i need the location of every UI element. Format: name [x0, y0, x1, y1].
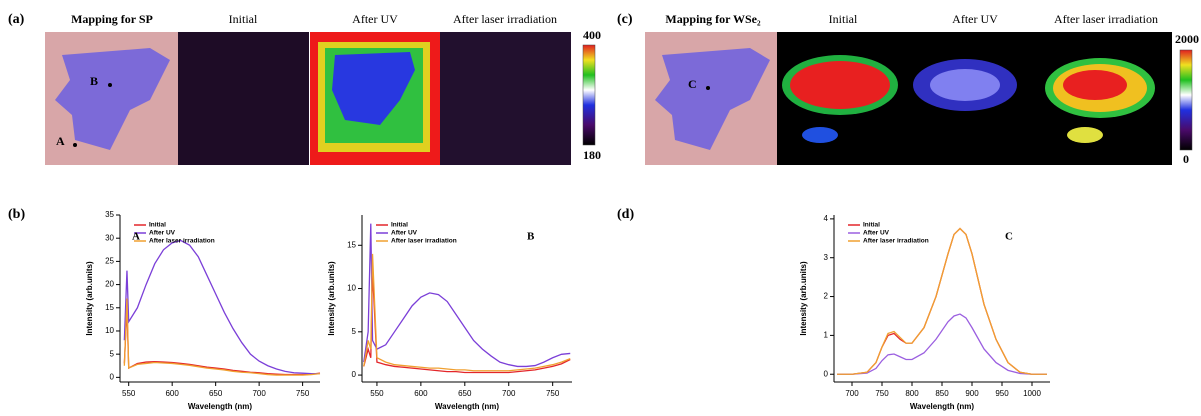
legend-label: After laser irradiation	[149, 238, 215, 245]
map-blob	[1067, 127, 1103, 143]
series-line	[363, 271, 571, 374]
y-tick-label: 5	[110, 349, 115, 358]
y-tick-label: 1	[824, 331, 829, 340]
x-tick-label: 600	[414, 389, 428, 398]
map-title: After laser irradiation	[1054, 12, 1158, 26]
point-label: C	[688, 77, 697, 91]
panel-label: (d)	[617, 207, 634, 222]
x-tick-label: 800	[905, 389, 919, 398]
colorbar-min: 180	[583, 148, 601, 162]
colorbar-min: 0	[1183, 152, 1189, 166]
x-tick-label: 650	[458, 389, 472, 398]
y-tick-label: 10	[347, 284, 356, 293]
map-blob	[930, 69, 1000, 101]
x-tick-label: 600	[165, 389, 179, 398]
y-tick-label: 15	[105, 303, 114, 312]
legend-label: Initial	[149, 222, 166, 229]
legend-label: After laser irradiation	[863, 238, 929, 245]
y-tick-label: 25	[105, 256, 114, 265]
y-tick-label: 0	[110, 372, 115, 381]
map-title: Initial	[829, 12, 858, 26]
x-tick-label: 550	[122, 389, 136, 398]
flake	[55, 48, 170, 150]
x-tick-label: 900	[965, 389, 979, 398]
series-line	[363, 223, 571, 368]
annotation: B	[527, 231, 535, 243]
y-tick-label: 35	[105, 210, 114, 219]
map-blob	[802, 127, 838, 143]
x-tick-label: 700	[845, 389, 859, 398]
map-title: Mapping for WSe₂	[665, 12, 761, 26]
series-line	[363, 253, 571, 372]
y-tick-label: 15	[347, 240, 356, 249]
point-label: B	[90, 74, 98, 88]
point-label: A	[56, 134, 65, 148]
map-laser	[440, 32, 571, 165]
x-tick-label: 700	[502, 389, 516, 398]
x-axis-label: Wavelength (nm)	[188, 402, 252, 411]
x-tick-label: 650	[209, 389, 223, 398]
x-tick-label: 750	[546, 389, 560, 398]
series-line	[837, 313, 1047, 375]
x-tick-label: 1000	[1023, 389, 1041, 398]
x-axis-label: Wavelength (nm)	[435, 402, 499, 411]
y-tick-label: 3	[824, 253, 829, 262]
map-uv-core	[332, 52, 415, 125]
map-title: Mapping for SP	[71, 12, 153, 26]
legend-label: Initial	[863, 222, 880, 229]
y-tick-label: 10	[105, 326, 114, 335]
point	[706, 86, 710, 90]
x-tick-label: 950	[995, 389, 1009, 398]
x-tick-label: 550	[370, 389, 384, 398]
colorbar-max: 2000	[1175, 32, 1199, 46]
map-title: After laser irradiation	[453, 12, 557, 26]
annotation: C	[1005, 231, 1013, 243]
y-tick-label: 0	[824, 369, 829, 378]
panel-label: (a)	[8, 12, 25, 27]
x-tick-label: 700	[252, 389, 266, 398]
map-blob	[790, 61, 890, 109]
y-axis-label: Intensity (arb.units)	[85, 261, 94, 336]
point	[108, 83, 112, 87]
map-initial	[178, 32, 309, 165]
colorbar	[582, 44, 596, 146]
x-axis-label: Wavelength (nm)	[910, 402, 974, 411]
series-line	[837, 227, 1047, 375]
point	[73, 143, 77, 147]
y-tick-label: 30	[105, 233, 114, 242]
flake	[655, 48, 770, 150]
legend-label: After UV	[863, 230, 890, 237]
y-axis-label: Intensity (arb.units)	[799, 261, 808, 336]
y-tick-label: 20	[105, 280, 114, 289]
panel-label: (b)	[8, 207, 25, 222]
map-blob	[1063, 70, 1127, 100]
y-tick-label: 0	[352, 370, 357, 379]
y-tick-label: 2	[824, 292, 829, 301]
series-line	[837, 227, 1047, 375]
legend-label: After laser irradiation	[391, 238, 457, 245]
y-tick-label: 5	[352, 327, 357, 336]
colorbar	[1179, 49, 1193, 151]
map-title: After UV	[952, 12, 998, 26]
x-tick-label: 750	[296, 389, 310, 398]
series-line	[123, 298, 321, 376]
series-line	[123, 239, 320, 375]
y-axis-label: Intensity (arb.units)	[327, 261, 336, 336]
legend-label: After UV	[391, 230, 418, 237]
series-line	[123, 307, 321, 376]
panel-label: (c)	[617, 12, 633, 27]
y-tick-label: 4	[824, 214, 829, 223]
legend-label: After UV	[149, 230, 176, 237]
annotation: A	[132, 231, 140, 243]
legend-label: Initial	[391, 222, 408, 229]
map-title: After UV	[352, 12, 398, 26]
map-title: Initial	[229, 12, 258, 26]
colorbar-max: 400	[583, 28, 601, 42]
x-tick-label: 750	[875, 389, 889, 398]
x-tick-label: 850	[935, 389, 949, 398]
